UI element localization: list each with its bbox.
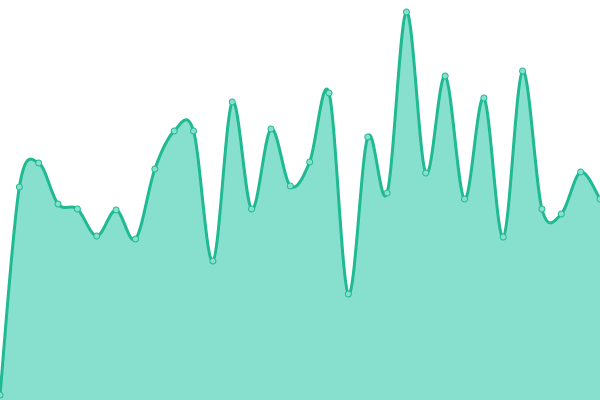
- point: [596, 195, 600, 203]
- point: [538, 205, 546, 213]
- point: [422, 169, 430, 177]
- point: [112, 206, 120, 214]
- point: [499, 233, 507, 241]
- point: [15, 183, 23, 191]
- point: [557, 210, 565, 218]
- point: [131, 235, 139, 243]
- point: [325, 89, 333, 97]
- point: [344, 290, 352, 298]
- point: [267, 125, 275, 133]
- point: [35, 159, 43, 167]
- point: [306, 158, 314, 166]
- point: [286, 182, 294, 190]
- point: [480, 94, 488, 102]
- point: [54, 200, 62, 208]
- point: [73, 205, 81, 213]
- point: [248, 205, 256, 213]
- point: [209, 257, 217, 265]
- point: [170, 127, 178, 135]
- point: [151, 165, 159, 173]
- point: [519, 67, 527, 75]
- point: [228, 98, 236, 106]
- point: [0, 391, 4, 399]
- point: [93, 232, 101, 240]
- point: [364, 133, 372, 141]
- point: [402, 8, 410, 16]
- point: [190, 127, 198, 135]
- point: [577, 168, 585, 176]
- point: [383, 189, 391, 197]
- area: [0, 11, 600, 400]
- point: [461, 195, 469, 203]
- point: [441, 72, 449, 80]
